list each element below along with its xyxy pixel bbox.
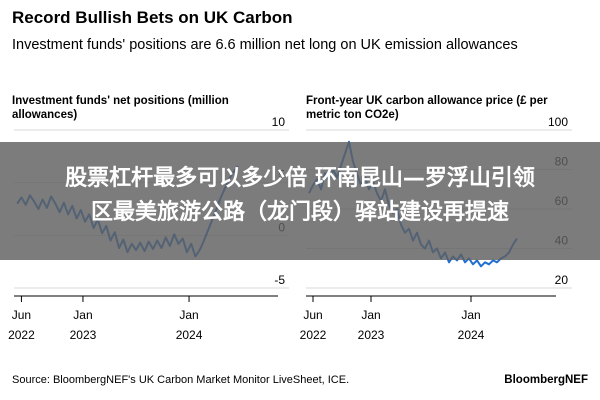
right-panel-title: Front-year UK carbon allowance price (£ … [306, 95, 548, 121]
left-y-tick-label-3: -5 [274, 273, 285, 287]
left-x-tick-year-1: 2023 [70, 328, 97, 342]
right-x-tick-year-1: 2023 [358, 328, 385, 342]
overlay-line-2: 区最美旅游公路（龙门段）驿站建设再提速 [90, 200, 509, 225]
right-x-tick-month-0: Jun [303, 308, 322, 322]
left-panel-title: Investment funds' net positions (million… [12, 95, 229, 121]
chart-title: Record Bullish Bets on UK Carbon [12, 8, 293, 27]
right-x-tick-month-1: Jan [361, 308, 380, 322]
brand-logo-text: BloombergNEF [504, 374, 588, 386]
overlay-text: 股票杠杆最多可以多少倍 环南昆山—罗浮山引领 区最美旅游公路（龙门段）驿站建设再… [0, 162, 600, 230]
right-x-tick-month-2: Jan [461, 308, 480, 322]
left-x-tick-year-0: 2022 [8, 328, 35, 342]
left-x-tick-month-2: Jan [179, 308, 198, 322]
left-x-tick-month-0: Jun [12, 308, 31, 322]
right-x-tick-year-2: 2024 [458, 328, 485, 342]
left-y-tick-label-0: 10 [272, 115, 286, 129]
source-note: Source: BloombergNEF's UK Carbon Market … [12, 374, 350, 386]
right-y-tick-label-0: 100 [548, 115, 568, 129]
right-x-tick-year-0: 2022 [300, 328, 327, 342]
left-x-tick-year-2: 2024 [176, 328, 203, 342]
overlay-line-1: 股票杠杆最多可以多少倍 环南昆山—罗浮山引领 [65, 166, 535, 191]
left-x-tick-month-1: Jan [73, 308, 92, 322]
chart-subtitle: Investment funds' positions are 6.6 mill… [12, 37, 518, 53]
overlay-banner [0, 142, 600, 260]
right-y-tick-label-4: 20 [555, 273, 569, 287]
